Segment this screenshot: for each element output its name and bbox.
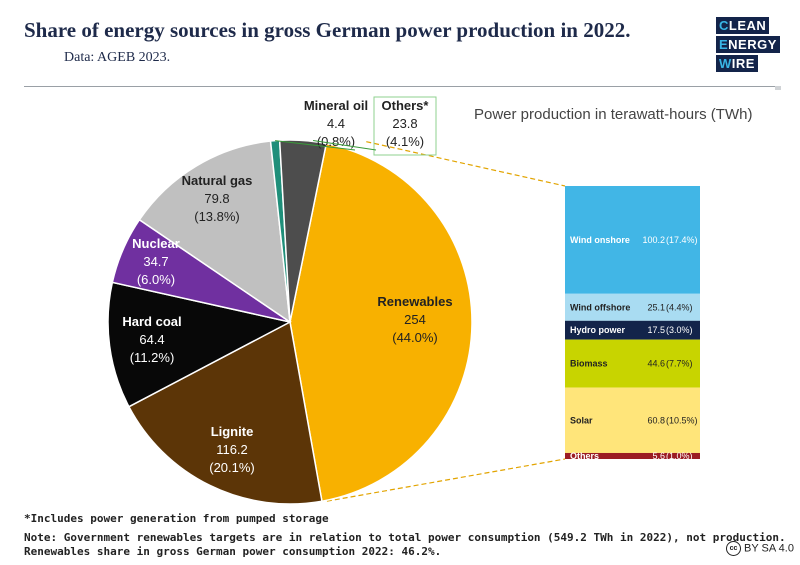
bar-label-biomass-name: Biomass	[570, 359, 608, 369]
bar-label-hydro-power-name: Hydro power	[570, 325, 626, 335]
pie-label-others-name: Others*	[382, 98, 430, 113]
bar-label-wind-offshore-share: (4.4%)	[666, 302, 693, 312]
bar-label-wind-offshore-value: 25.1	[647, 302, 665, 312]
bar-label-others-name: Others	[570, 451, 599, 461]
bar-label-solar-share: (10.5%)	[666, 415, 698, 425]
pie-chart	[107, 139, 473, 505]
pie-label-nuclear-name: Nuclear	[132, 236, 180, 251]
bar-segment-hydro-power	[565, 320, 700, 340]
bar-label-solar-name: Solar	[570, 415, 593, 425]
pie-label-nuclear-value: 34.7	[143, 254, 168, 269]
bar-label-wind-onshore-share: (17.4%)	[666, 235, 698, 245]
pie-label-renewables-value: 254	[404, 312, 426, 327]
bar-segment-wind-onshore	[565, 186, 700, 294]
connector-line-top	[366, 141, 566, 187]
license: cc BY SA 4.0	[726, 541, 794, 556]
pie-slice-hard-coal	[107, 281, 293, 408]
bar-label-biomass-share: (7.7%)	[666, 359, 693, 369]
connector-lines	[326, 141, 566, 502]
pie-label-lignite-value: 116.2	[216, 442, 248, 457]
bar-segment-others	[565, 452, 700, 459]
chart-subtitle: Data: AGEB 2023.	[64, 50, 171, 65]
pie-label-mineral-oil-value: 4.4	[327, 116, 345, 131]
bar-segment-wind-offshore	[565, 293, 700, 321]
pie-label-mineral-oil-name: Mineral oil	[304, 98, 368, 113]
pie-slice-renewables	[289, 142, 473, 503]
pie-label-renewables-name: Renewables	[377, 294, 452, 309]
license-text: BY SA 4.0	[744, 542, 794, 555]
unit-label: Power production in terawatt-hours (TWh)	[474, 106, 753, 123]
bar-label-solar-value: 60.8	[647, 415, 665, 425]
mineral-oil-leader-line	[275, 140, 356, 151]
header-divider-shadow	[775, 86, 781, 90]
bar-label-wind-offshore-name: Wind offshore	[570, 302, 630, 312]
pie-label-lignite-share: (20.1%)	[209, 460, 255, 475]
bar-label-wind-onshore-name: Wind onshore	[570, 235, 630, 245]
pie-label-natural-gas-share: (13.8%)	[194, 209, 240, 224]
pie-label-natural-gas-value: 79.8	[204, 191, 229, 206]
pie-labels: Renewables 254 (44.0%) Lignite 116.2 (20.1%) H…	[122, 96, 453, 475]
creative-commons-icon: cc	[726, 541, 741, 556]
others-callout-box	[373, 96, 437, 156]
note-line-2: Renewables share in gross German power c…	[24, 545, 442, 558]
header-divider	[24, 86, 776, 87]
bar-segment-solar	[565, 387, 700, 453]
pie-label-natural-gas-name: Natural gas	[182, 173, 253, 188]
logo-word-energy: ENERGY	[716, 36, 780, 53]
pie-label-others-value: 23.8	[392, 116, 417, 131]
logo-word-clean: CLEAN	[716, 17, 770, 34]
pie-slice-natural-gas	[138, 140, 291, 324]
renewables-breakdown-bar: Wind onshore 100.2 (17.4%) Wind offshore 25.…	[565, 186, 700, 461]
bar-label-others-value: 5.6	[652, 451, 665, 461]
footnote: *Includes power generation from pumped s…	[24, 512, 329, 525]
pie-label-renewables-share: (44.0%)	[392, 330, 438, 345]
pie-label-hard-coal-share: (11.2%)	[130, 350, 175, 365]
others-leader-line	[313, 139, 377, 151]
bar-label-others-share: (1.0%)	[666, 451, 693, 461]
note-line-1: Note: Government renewables targets are …	[24, 531, 786, 544]
pie-label-hard-coal-name: Hard coal	[122, 314, 181, 329]
bar-label-wind-onshore-value: 100.2	[642, 235, 665, 245]
pie-label-lignite-name: Lignite	[211, 424, 254, 439]
pie-slice-others	[278, 139, 328, 323]
pie-label-nuclear-share: (6.0%)	[137, 272, 175, 287]
pie-label-others-share: (4.1%)	[386, 134, 424, 149]
note: Note: Government renewables targets are …	[24, 531, 786, 559]
logo-word-wire: WIRE	[716, 55, 758, 72]
connector-line-bottom	[326, 458, 566, 502]
bar-label-hydro-power-value: 17.5	[647, 325, 665, 335]
pie-label-hard-coal-value: 64.4	[139, 332, 164, 347]
pie-slice-lignite	[127, 320, 323, 505]
bar-segment-biomass	[565, 339, 700, 388]
bar-label-hydro-power-share: (3.0%)	[666, 325, 693, 335]
clean-energy-wire-logo: CLEAN ENERGY WIRE	[716, 17, 780, 74]
chart-title: Share of energy sources in gross German …	[24, 18, 631, 42]
bar-label-biomass-value: 44.6	[647, 359, 665, 369]
